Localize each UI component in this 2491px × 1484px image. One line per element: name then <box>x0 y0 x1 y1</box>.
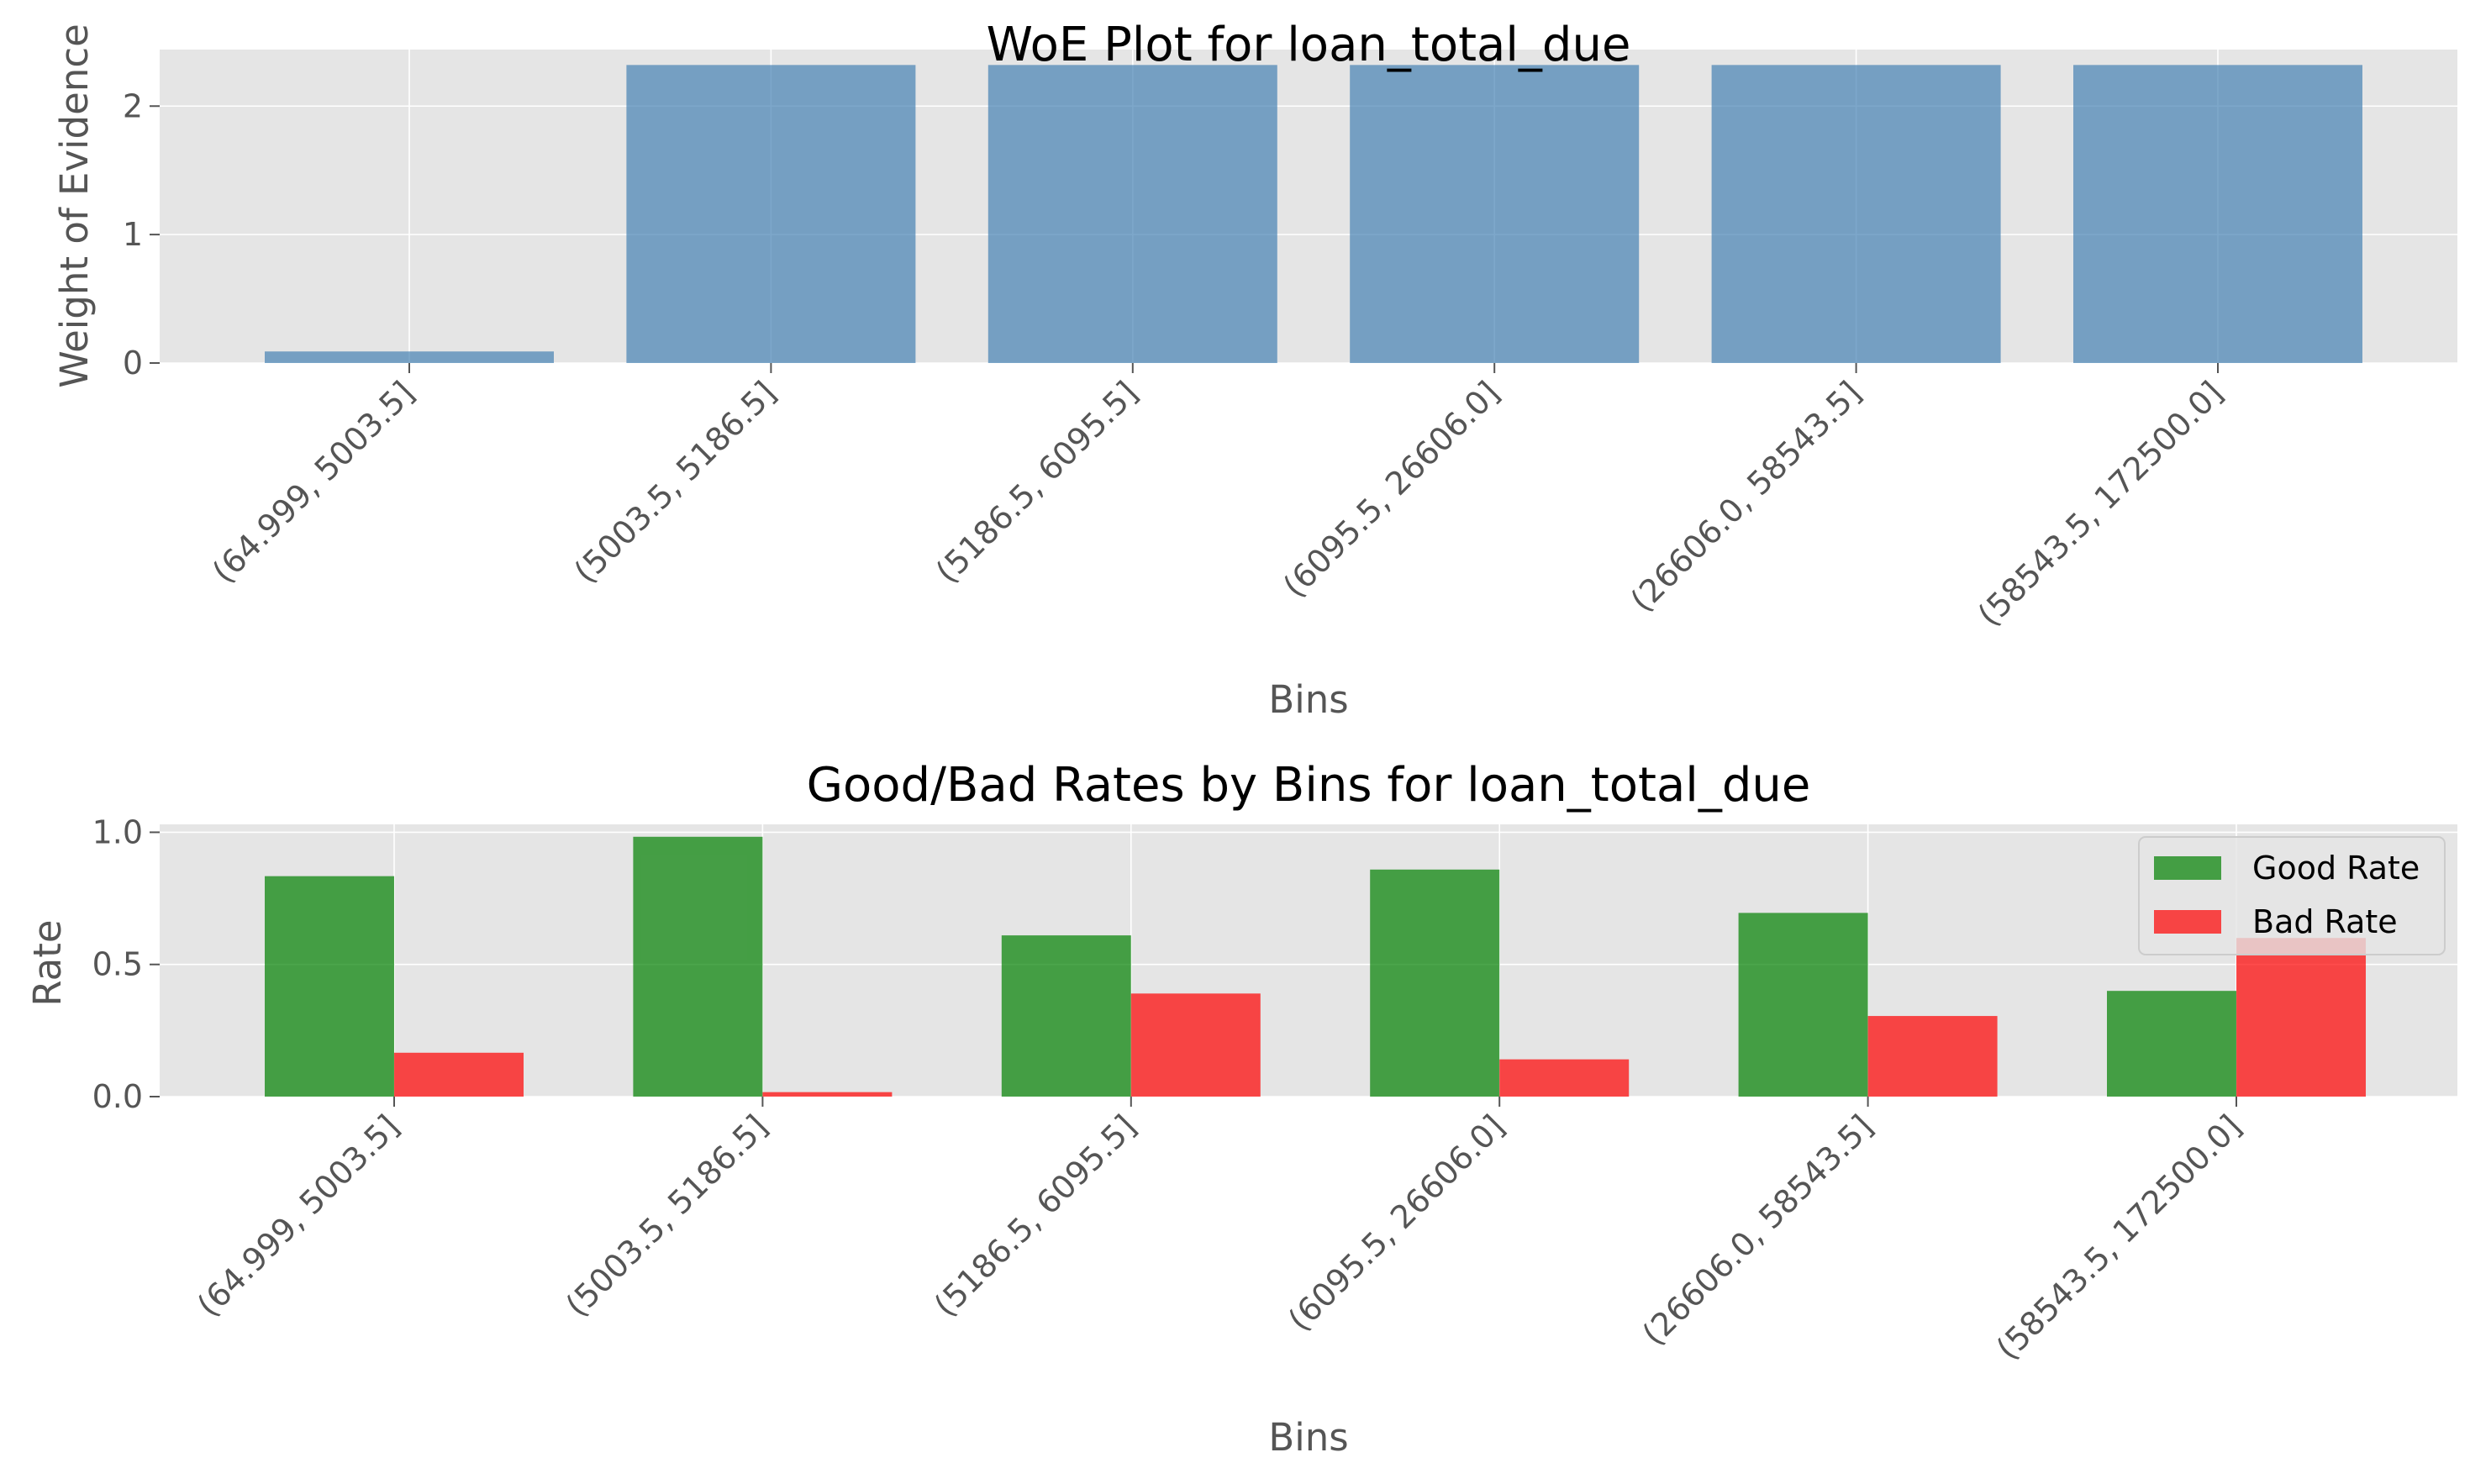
rates-y-tick-label: 0.5 <box>92 946 143 983</box>
legend-label-good-rate: Good Rate <box>2252 850 2420 887</box>
woe-chart: 0 1 2 (64.999, 5003.5] (5003.5, 5186.5] (518… <box>52 18 2457 722</box>
rates-x-tick-label-5: (26606.0, 58543.5] <box>1635 1108 1880 1352</box>
rates-legend: Good Rate Bad Rate <box>2138 836 2446 955</box>
woe-bars <box>265 65 2362 363</box>
woe-chart-title: WoE Plot for loan_total_due <box>987 18 1631 72</box>
bad-rate-bar-2 <box>762 1092 893 1097</box>
rates-x-tick-label-2: (5003.5, 5186.5] <box>559 1108 775 1323</box>
good-rate-bar-1 <box>265 876 394 1097</box>
rates-chart-title: Good/Bad Rates by Bins for loan_total_du… <box>807 758 1811 813</box>
good-rate-bar-4 <box>1370 869 1500 1097</box>
good-rate-bar-3 <box>1001 935 1131 1097</box>
rates-x-tick-label-4: (6095.5, 26606.0] <box>1281 1108 1511 1338</box>
woe-y-axis-label: Weight of Evidence <box>52 24 97 388</box>
good-rate-bar-2 <box>633 836 763 1097</box>
woe-bar-4 <box>1350 65 1640 363</box>
rates-y-axis: 0.0 0.5 1.0 <box>92 813 160 1115</box>
legend-label-bad-rate: Bad Rate <box>2252 903 2398 940</box>
legend-swatch-bad-rate <box>2154 910 2221 934</box>
bad-rate-bar-3 <box>1130 993 1261 1097</box>
rates-x-tick-label-1: (64.999, 5003.5] <box>190 1108 406 1323</box>
rates-y-axis-label: Rate <box>25 919 70 1006</box>
good-rate-bar-6 <box>2107 991 2236 1097</box>
woe-x-tick-label-2: (5003.5, 5186.5] <box>567 374 783 590</box>
rates-plot-area <box>160 824 2457 1097</box>
good-rate-bar-5 <box>1738 913 1868 1097</box>
woe-bar-6 <box>2073 65 2362 363</box>
woe-y-axis: 0 1 2 <box>123 87 160 382</box>
woe-bar-2 <box>626 65 916 363</box>
woe-y-tick-label: 0 <box>123 345 143 382</box>
woe-x-tick-label-3: (5186.5, 6095.5] <box>929 374 1145 590</box>
rates-x-tick-label-6: (58543.5, 172500.0] <box>1989 1108 2248 1366</box>
legend-swatch-good-rate <box>2154 856 2221 880</box>
bad-rate-bar-6 <box>2236 938 2366 1097</box>
rates-bars <box>265 836 2366 1097</box>
rates-x-axis-label: Bins <box>1268 1415 1348 1460</box>
woe-y-tick-label: 1 <box>123 216 143 253</box>
woe-x-tick-label-5: (26606.0, 58543.5] <box>1624 374 1868 618</box>
woe-bar-1 <box>265 351 554 363</box>
woe-y-tick-label: 2 <box>123 87 143 124</box>
bad-rate-bar-5 <box>1867 1016 1998 1097</box>
woe-x-axis-label: Bins <box>1268 677 1348 722</box>
rates-y-tick-label: 0.0 <box>92 1078 143 1115</box>
woe-x-tick-label-4: (6095.5, 26606.0] <box>1276 374 1506 604</box>
bad-rate-bar-1 <box>394 1052 524 1097</box>
woe-x-tick-label-1: (64.999, 5003.5] <box>205 374 421 590</box>
rates-x-tick-label-3: (5186.5, 6095.5] <box>927 1108 1143 1323</box>
rates-chart: 0.0 0.5 1.0 (64.999, 5003.5] (5003.5, 5186.… <box>25 758 2457 1460</box>
woe-x-axis: (64.999, 5003.5] (5003.5, 5186.5] (5186.5,… <box>205 363 2230 634</box>
woe-bar-5 <box>1711 65 2001 363</box>
rates-y-tick-label: 1.0 <box>92 813 143 850</box>
rates-x-axis: (64.999, 5003.5] (5003.5, 5186.5] (5186.5,… <box>190 1097 2248 1367</box>
bad-rate-bar-4 <box>1499 1059 1630 1097</box>
woe-bar-3 <box>987 65 1277 363</box>
woe-x-tick-label-6: (58543.5, 172500.0] <box>1971 374 2230 633</box>
